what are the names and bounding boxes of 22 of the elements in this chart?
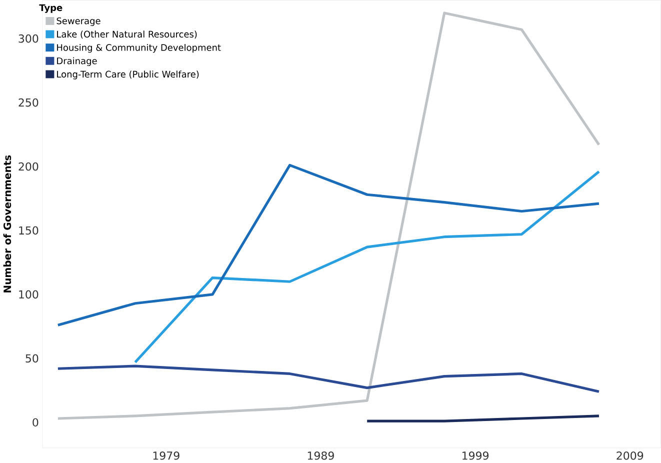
legend-label: Lake (Other Natural Resources) — [57, 30, 197, 39]
y-tick-label: 0 — [32, 418, 38, 426]
y-tick-label: 250 — [18, 98, 38, 107]
y-tick-label: 100 — [19, 290, 38, 299]
legend-label: Drainage — [57, 57, 97, 66]
legend-title: Type — [39, 4, 62, 13]
y-tick-label: 150 — [19, 226, 38, 235]
x-tick-label: 1989 — [308, 451, 334, 460]
legend-label: Housing & Community Development — [57, 44, 221, 53]
legend-label: Sewerage — [56, 17, 100, 26]
x-tick-label: 2009 — [616, 451, 644, 460]
x-tick-label: 1979 — [153, 451, 180, 460]
line-series — [56, 12, 600, 420]
y-axis-title: Number of Governments — [3, 155, 12, 292]
line-series — [56, 364, 600, 393]
x-tick-label: 1999 — [462, 451, 489, 460]
line-series — [134, 170, 600, 364]
y-tick-label: 50 — [26, 354, 38, 362]
y-tick-label: 300 — [18, 34, 38, 43]
legend-label: Long-Term Care (Public Welfare) — [57, 70, 199, 80]
y-tick-label: 200 — [18, 162, 38, 171]
line-series — [56, 164, 600, 326]
